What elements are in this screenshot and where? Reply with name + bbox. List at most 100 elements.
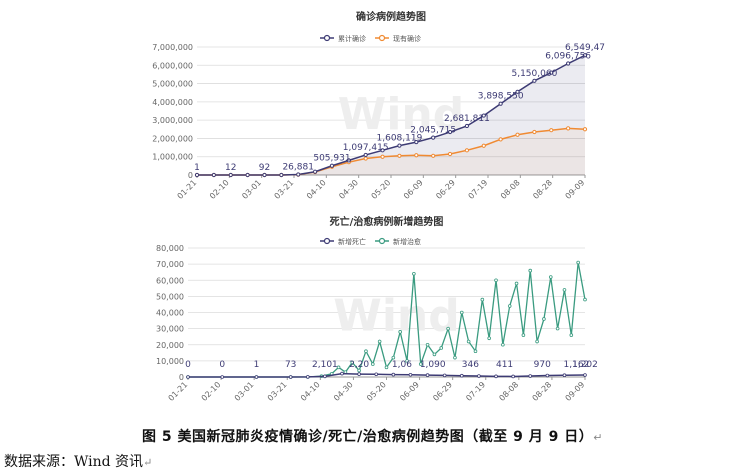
new-recovered-point [514, 281, 519, 286]
source-note: 数据来源：Wind 资讯↵ [4, 451, 152, 471]
x-tick-label: 08-28 [531, 380, 554, 403]
x-tick-label: 03-21 [266, 380, 289, 403]
new-deaths-point [545, 373, 550, 378]
new-recovered-point [569, 333, 574, 337]
cumulative-data-label: 1 [194, 163, 200, 173]
cumulative-confirmed-point [380, 148, 385, 153]
new-recovered-point [548, 275, 553, 279]
legend-marker [323, 237, 331, 245]
cumulative-confirmed-line [197, 54, 586, 176]
x-tick-label: 07-19 [467, 178, 490, 201]
new-deaths-point [391, 372, 396, 377]
current-confirmed-point [363, 156, 368, 161]
new-deaths-point [459, 373, 464, 378]
y-tick-label: 6,000,000 [152, 61, 193, 70]
y-tick-label: 4,000,000 [152, 98, 193, 107]
new-deaths-point [511, 374, 515, 379]
cumulative-confirmed-point [481, 113, 486, 118]
x-tick-label: 03-01 [233, 380, 256, 403]
new-recovered-point [535, 339, 539, 344]
x-tick-label: 06-29 [434, 178, 457, 201]
cumulative-data-label: 5,150,060 [511, 69, 557, 79]
y-tick-label: 3,000,000 [152, 116, 193, 125]
cumulative-confirmed-point [245, 172, 250, 178]
new-deaths-data-label: 2,101 [312, 360, 338, 370]
cumulative-confirmed-point [582, 53, 588, 58]
cumulative-confirmed-point [228, 172, 233, 178]
new-deaths-point [442, 373, 447, 378]
cumulative-confirmed-point [532, 78, 537, 83]
cumulative-confirmed-point [447, 129, 453, 135]
new-deaths-point [583, 373, 587, 377]
new-deaths-point [408, 372, 413, 377]
x-tick-label: 06-29 [431, 380, 454, 403]
new-recovered-point [583, 297, 587, 302]
current-area [197, 128, 585, 175]
new-recovered-point [562, 288, 567, 292]
current-confirmed-point [549, 128, 554, 133]
y-tick-label: 2,000,000 [152, 134, 193, 143]
x-tick-label: 03-01 [240, 178, 263, 201]
cumulative-data-label: 1,097,415 [343, 143, 389, 153]
new-recovered-point [446, 326, 450, 331]
cumulative-data-label: 6,096,756 [545, 52, 591, 62]
x-tick-label: 05-20 [370, 178, 393, 201]
x-tick-label: 01-21 [176, 178, 199, 201]
y-tick-label: 80,000 [156, 244, 184, 253]
x-tick-label: 01-21 [167, 380, 190, 403]
cumulative-confirmed-point [431, 135, 436, 140]
x-tick-label: 06-09 [398, 380, 421, 403]
y-tick-label: 40,000 [156, 309, 184, 318]
cumulative-data-label: 1,608,119 [377, 134, 423, 144]
x-tick-label: 08-08 [499, 178, 522, 201]
x-tick-label: 05-20 [365, 380, 388, 403]
new-deaths-point [374, 372, 379, 377]
cumulative-confirmed-point [346, 158, 351, 163]
new-recovered-point [398, 330, 402, 334]
cumulative-confirmed-point [498, 101, 503, 106]
y-tick-label: 0 [179, 373, 184, 382]
new-deaths-data-label: 2,20 [349, 360, 369, 370]
current-confirmed-point [566, 126, 571, 131]
cumulative-data-label: 3,898,550 [478, 92, 524, 102]
legend-label: 新增治愈 [393, 237, 421, 246]
new-recovered-point [466, 339, 471, 344]
watermark: Wind [333, 291, 459, 342]
new-deaths-data-label: 1 [254, 360, 260, 370]
new-deaths-data-label: 1,202 [572, 360, 598, 370]
x-tick-label: 06-09 [402, 178, 425, 201]
current-confirmed-point [464, 148, 470, 153]
y-tick-label: 20,000 [156, 341, 184, 350]
cumulative-data-label: 92 [259, 163, 270, 173]
cumulative-confirmed-point [397, 143, 402, 148]
confirmed-area [197, 55, 585, 175]
cumulative-data-label: 2,045,715 [410, 126, 456, 136]
y-tick-label: 5,000,000 [152, 80, 193, 89]
legend-marker [378, 237, 386, 245]
cumulative-confirmed-point [464, 123, 470, 129]
current-confirmed-point [515, 132, 520, 137]
x-tick-label: 03-21 [273, 178, 296, 201]
new-deaths-data-label: 1,06 [392, 360, 412, 370]
new-recovered-point [371, 362, 375, 366]
new-recovered-point [459, 310, 464, 315]
new-deaths-point [254, 375, 259, 379]
x-tick-label: 09-09 [564, 178, 587, 201]
current-confirmed-point [431, 153, 436, 158]
y-tick-label: 10,000 [156, 357, 184, 366]
new-recovered-point [412, 271, 416, 276]
legend-marker [378, 34, 386, 42]
new-recovered-point [336, 365, 341, 370]
new-deaths-point [562, 373, 567, 378]
new-recovered-point [528, 268, 533, 273]
cumulative-confirmed-point [566, 61, 571, 66]
caption-text: 图 5 美国新冠肺炎疫情确诊/死亡/治愈病例趋势图（截至 9 月 9 日） [142, 429, 594, 445]
source-text: 数据来源：Wind 资讯 [4, 454, 144, 470]
legend-label: 新增死亡 [338, 237, 366, 246]
new-deaths-point [477, 374, 481, 378]
new-recovered-point [521, 333, 526, 337]
figure-caption: 图 5 美国新冠肺炎疫情确诊/死亡/治愈病例趋势图（截至 9 月 9 日）↵ [0, 426, 745, 446]
new-deaths-data-label: 970 [534, 360, 551, 370]
y-tick-label: 50,000 [156, 292, 184, 301]
